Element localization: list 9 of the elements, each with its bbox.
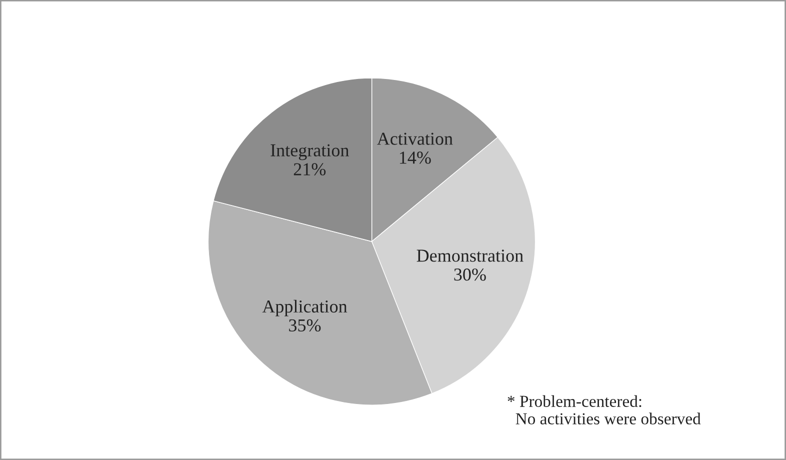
slice-label: Demonstration [416,250,524,262]
data-label: 14% [400,152,431,164]
slice-label: Application [262,300,348,316]
text: * Problem-centered: No activities were observed [508,395,701,424]
slice-label: Integration [270,144,349,160]
slice-label: Activation [377,132,453,145]
data-label: 35% [289,319,321,332]
data-label: 30% [454,268,486,281]
data-label: 21% [294,163,326,176]
